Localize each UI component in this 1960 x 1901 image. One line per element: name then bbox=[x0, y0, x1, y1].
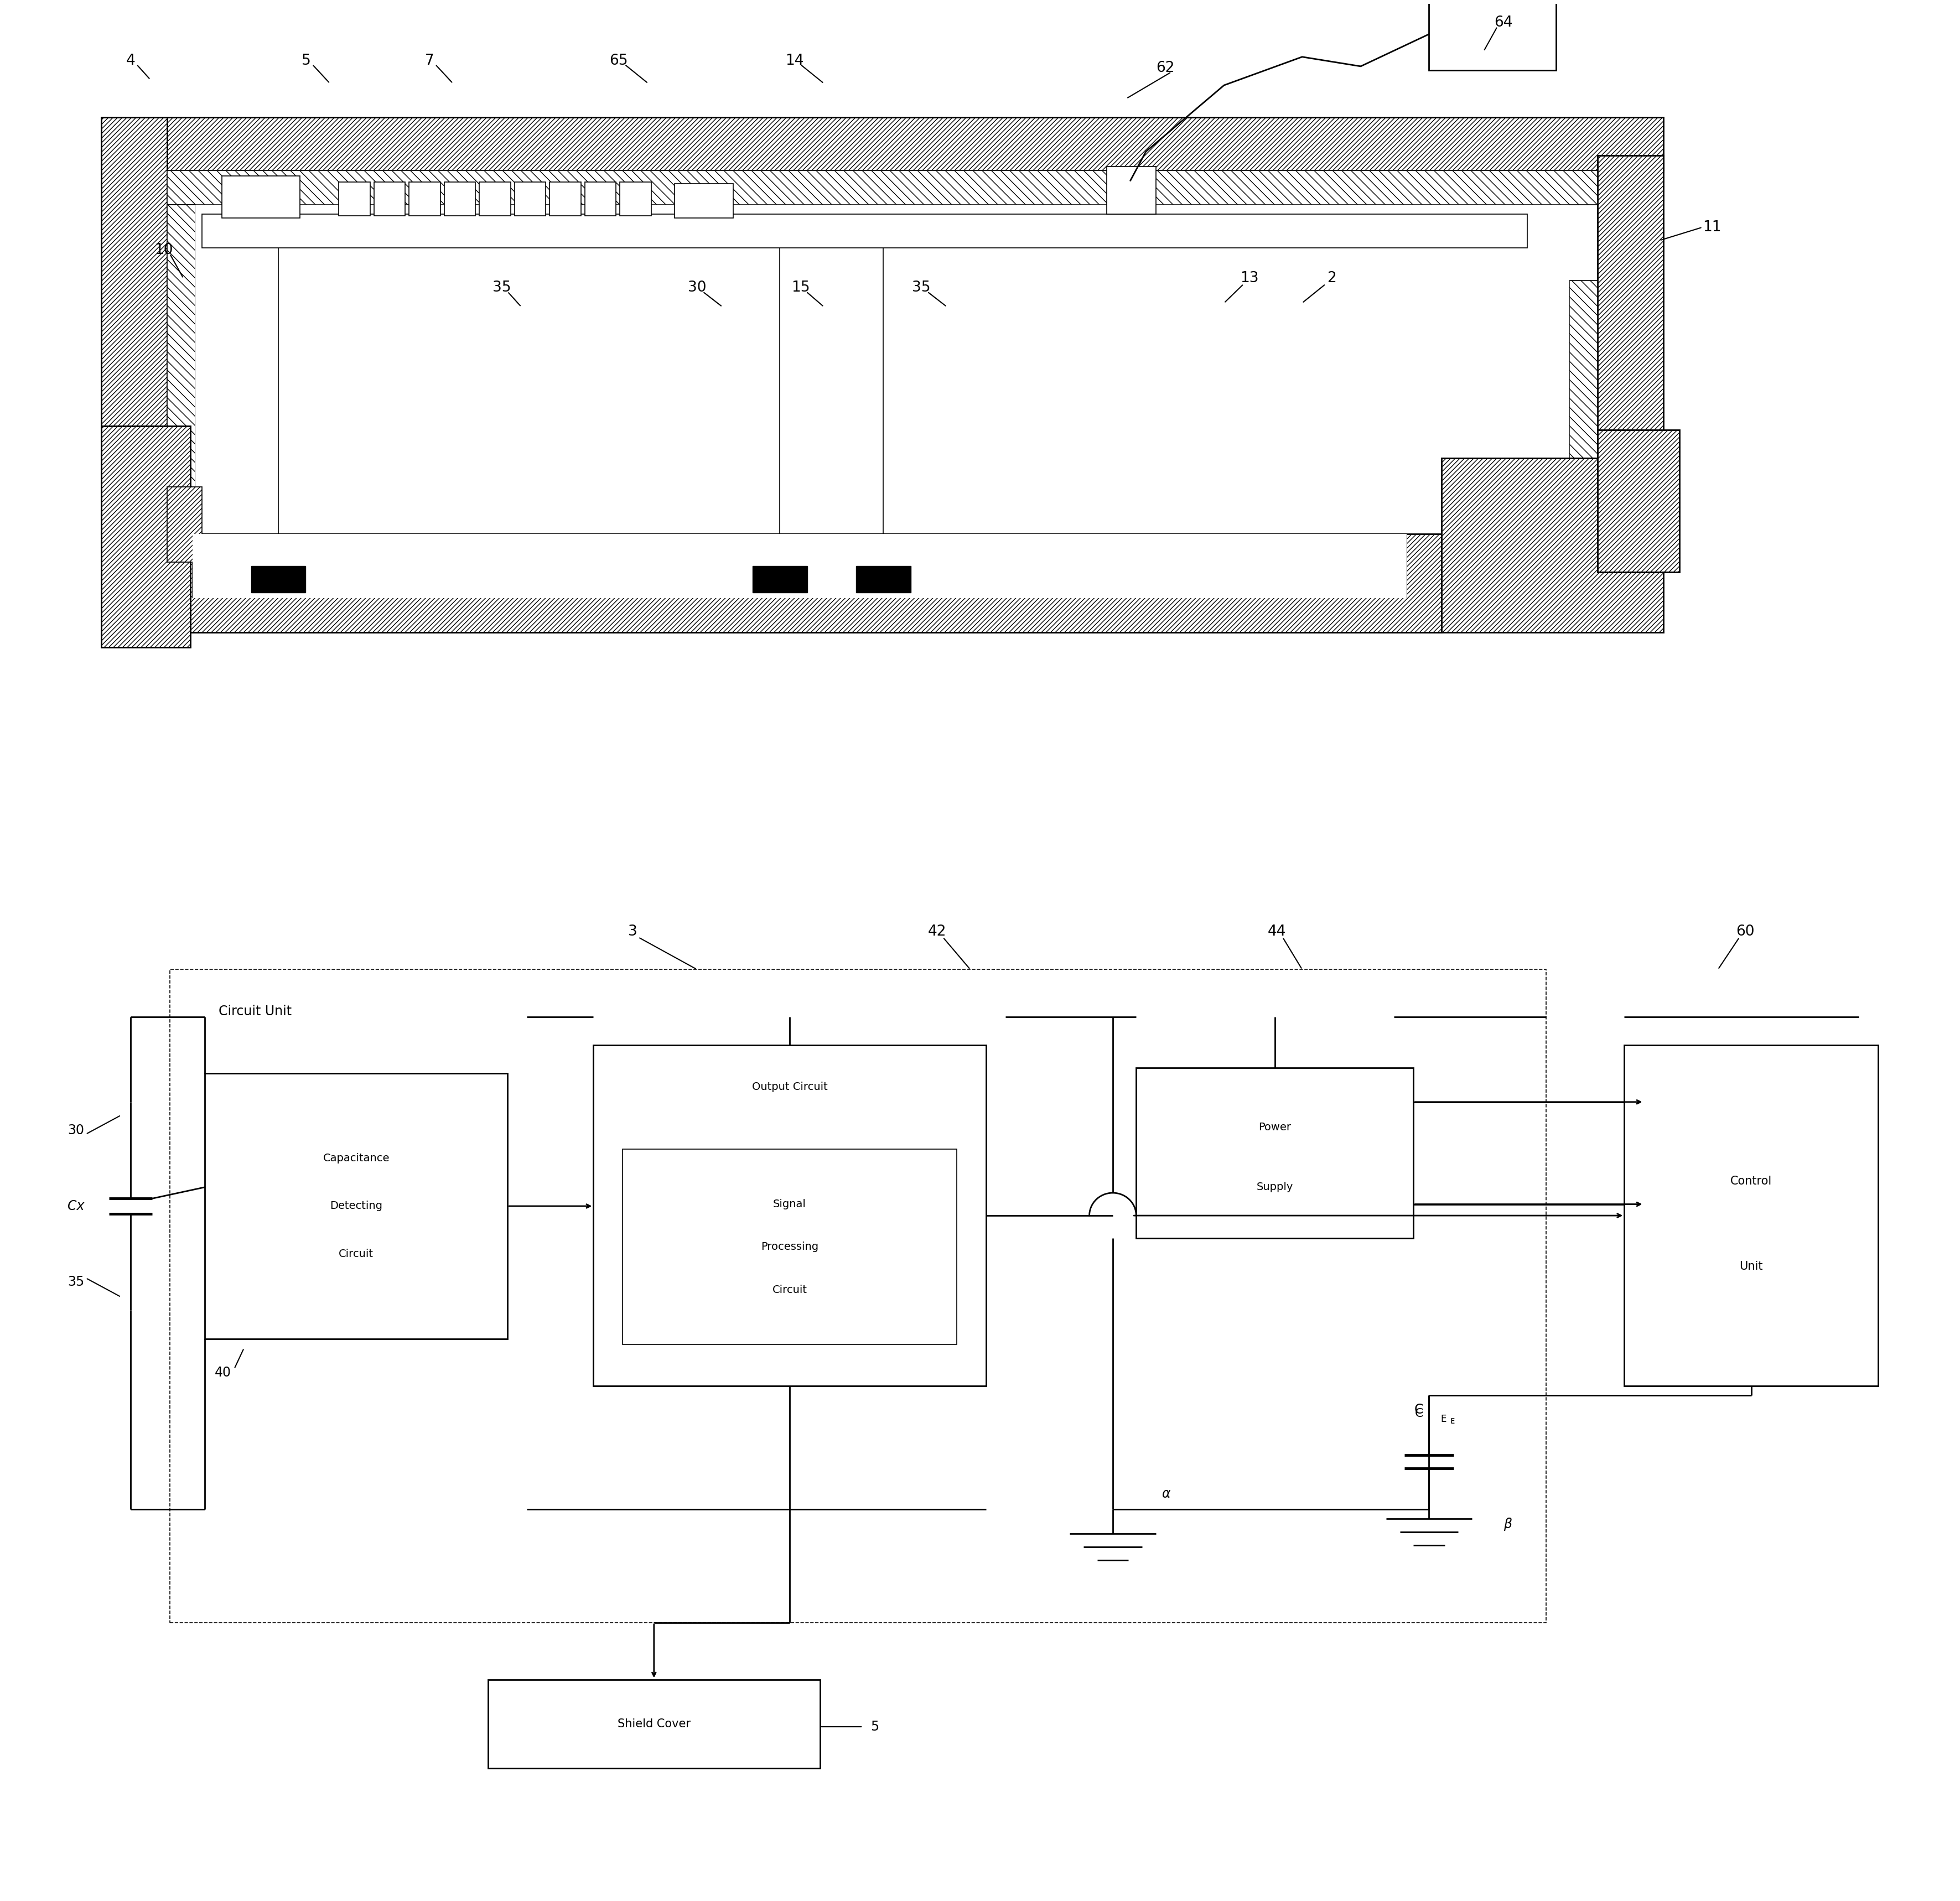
Text: C: C bbox=[1413, 1403, 1423, 1416]
Bar bbox=[410, 182, 441, 217]
Text: β: β bbox=[1503, 1517, 1511, 1530]
Text: 10: 10 bbox=[155, 243, 172, 257]
Text: 65: 65 bbox=[610, 53, 627, 68]
Bar bbox=[157, 534, 1441, 633]
Bar bbox=[171, 970, 1546, 1623]
Bar bbox=[1570, 279, 1597, 515]
Text: Power: Power bbox=[1258, 1122, 1292, 1133]
Text: 3: 3 bbox=[627, 924, 637, 939]
Text: 5: 5 bbox=[870, 1720, 878, 1734]
Text: 62: 62 bbox=[1156, 61, 1174, 76]
Bar bbox=[549, 182, 580, 217]
Bar bbox=[102, 118, 167, 534]
Bar bbox=[619, 182, 651, 217]
Bar bbox=[488, 1679, 819, 1768]
Bar bbox=[221, 177, 300, 219]
Text: Signal: Signal bbox=[772, 1200, 806, 1209]
Bar bbox=[206, 1074, 508, 1338]
Bar bbox=[192, 534, 1407, 599]
Bar bbox=[445, 182, 476, 217]
Text: 11: 11 bbox=[1703, 221, 1721, 234]
Text: 15: 15 bbox=[792, 281, 809, 295]
Bar bbox=[623, 1150, 956, 1344]
Bar bbox=[594, 1046, 986, 1386]
Text: 35: 35 bbox=[492, 281, 512, 295]
Text: 40: 40 bbox=[216, 1367, 231, 1380]
Text: Circuit Unit: Circuit Unit bbox=[220, 1004, 292, 1017]
Text: 7: 7 bbox=[425, 53, 433, 68]
Bar bbox=[674, 184, 733, 219]
Text: 42: 42 bbox=[927, 924, 947, 939]
Bar bbox=[167, 205, 196, 515]
Text: 30: 30 bbox=[69, 1123, 84, 1137]
Bar bbox=[167, 487, 202, 563]
Text: 14: 14 bbox=[786, 53, 804, 68]
Bar bbox=[753, 566, 808, 593]
Bar bbox=[374, 182, 406, 217]
Bar bbox=[167, 171, 1597, 205]
Text: Output Circuit: Output Circuit bbox=[753, 1082, 827, 1091]
Bar bbox=[251, 566, 306, 593]
Bar bbox=[102, 118, 1664, 171]
Text: C: C bbox=[1415, 1409, 1423, 1418]
Text: Supply: Supply bbox=[1256, 1182, 1294, 1192]
Text: 4: 4 bbox=[125, 53, 135, 68]
Text: Shield Cover: Shield Cover bbox=[617, 1719, 690, 1730]
Text: Detecting: Detecting bbox=[329, 1201, 382, 1211]
Text: α: α bbox=[1162, 1487, 1170, 1500]
Text: 64: 64 bbox=[1494, 15, 1513, 30]
Text: 2: 2 bbox=[1327, 272, 1337, 285]
Text: Circuit: Circuit bbox=[339, 1249, 374, 1258]
Text: 5: 5 bbox=[302, 53, 312, 68]
Text: 60: 60 bbox=[1737, 924, 1754, 939]
Bar bbox=[1597, 430, 1680, 572]
Text: 35: 35 bbox=[69, 1276, 84, 1289]
Text: Circuit: Circuit bbox=[772, 1285, 808, 1295]
Text: Unit: Unit bbox=[1739, 1260, 1762, 1272]
Bar bbox=[857, 566, 911, 593]
Bar bbox=[515, 182, 545, 217]
Bar bbox=[1441, 458, 1664, 633]
Text: Control: Control bbox=[1731, 1177, 1772, 1186]
Text: 30: 30 bbox=[688, 281, 706, 295]
Bar bbox=[1625, 1046, 1878, 1386]
Text: ᴇ: ᴇ bbox=[1450, 1416, 1454, 1426]
Bar bbox=[1107, 167, 1156, 215]
Bar bbox=[1137, 1068, 1413, 1238]
Bar bbox=[202, 215, 1527, 247]
Text: E: E bbox=[1441, 1414, 1446, 1424]
Bar bbox=[339, 182, 370, 217]
Text: Processing: Processing bbox=[760, 1241, 819, 1253]
Text: Capacitance: Capacitance bbox=[323, 1154, 390, 1163]
Text: 13: 13 bbox=[1241, 272, 1258, 285]
Text: 35: 35 bbox=[911, 281, 931, 295]
Bar bbox=[584, 182, 615, 217]
Bar bbox=[480, 182, 512, 217]
Text: 44: 44 bbox=[1268, 924, 1286, 939]
Text: Cx: Cx bbox=[69, 1200, 84, 1213]
Bar bbox=[1429, 0, 1556, 70]
Bar bbox=[1597, 156, 1664, 534]
Bar bbox=[102, 426, 190, 648]
Bar bbox=[196, 205, 1570, 515]
